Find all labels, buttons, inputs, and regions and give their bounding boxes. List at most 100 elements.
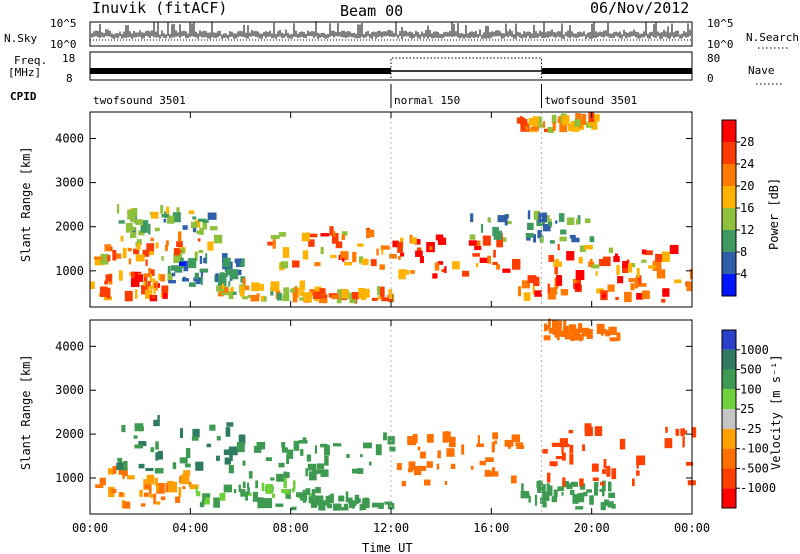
heatmap-cell xyxy=(146,243,155,255)
heatmap-cell xyxy=(562,452,566,461)
heatmap-cell xyxy=(207,212,217,220)
x-tick-label: 12:00 xyxy=(373,521,409,535)
heatmap-cell xyxy=(493,230,503,240)
heatmap-cell xyxy=(338,495,345,502)
heatmap-cell xyxy=(461,270,470,277)
heatmap-cell xyxy=(511,475,517,484)
heatmap-cell xyxy=(477,435,480,445)
heatmap-cell xyxy=(308,496,315,503)
colorbar-swatch xyxy=(722,488,736,508)
heatmap-cell xyxy=(551,114,557,124)
heatmap-cell xyxy=(340,251,349,260)
heatmap-cell xyxy=(381,297,389,302)
time-x-axis: 00:00 04:00 08:00 12:00 16:00 20:00 00:00 xyxy=(72,112,710,535)
heatmap-cell xyxy=(188,210,195,215)
heatmap-cell xyxy=(148,269,155,277)
heatmap-cell xyxy=(136,239,142,245)
heatmap-cell xyxy=(242,278,246,289)
heatmap-cell xyxy=(582,444,585,452)
heatmap-cell xyxy=(392,240,399,248)
nsky-tick-bottom: 10^0 xyxy=(50,38,77,51)
heatmap-cell xyxy=(320,246,324,255)
heatmap-cell xyxy=(563,320,567,331)
heatmap-cell xyxy=(346,454,350,458)
heatmap-cell xyxy=(228,291,234,300)
heatmap-cell xyxy=(491,467,496,473)
heatmap-cell xyxy=(155,452,159,461)
heatmap-cell xyxy=(94,258,104,266)
nsearch-label: N.Search xyxy=(746,31,799,44)
heatmap-cell xyxy=(527,210,531,220)
heatmap-cell xyxy=(340,507,349,511)
heatmap-cell xyxy=(324,455,329,466)
heatmap-cell xyxy=(165,244,168,252)
heatmap-cell xyxy=(228,446,238,456)
heatmap-cell xyxy=(566,483,573,490)
heatmap-cell xyxy=(139,489,143,497)
heatmap-cell xyxy=(305,488,311,496)
heatmap-cell xyxy=(369,461,372,466)
heatmap-cell xyxy=(161,285,169,293)
heatmap-cell xyxy=(366,229,375,238)
heatmap-cell xyxy=(192,216,197,220)
heatmap-cell xyxy=(680,430,688,434)
heatmap-cell xyxy=(543,128,550,133)
y-tick-label: 1000 xyxy=(55,471,84,485)
heatmap-cell xyxy=(516,444,525,450)
heatmap-cell xyxy=(546,485,553,496)
heatmap-cell xyxy=(420,451,426,459)
heatmap-cell xyxy=(616,264,620,276)
heatmap-cell xyxy=(197,238,201,242)
heatmap-cell xyxy=(607,481,612,492)
heatmap-cell xyxy=(570,481,578,487)
heatmap-cell xyxy=(665,426,668,433)
heatmap-cell xyxy=(195,461,204,471)
x-tick-label: 08:00 xyxy=(273,521,309,535)
cpid-segment-label: twofsound 3501 xyxy=(545,94,638,107)
heatmap-cell xyxy=(131,271,135,279)
heatmap-cell xyxy=(557,117,561,123)
heatmap-cell xyxy=(533,210,541,220)
heatmap-cell xyxy=(572,278,577,284)
heatmap-cell xyxy=(324,444,330,456)
heatmap-cell xyxy=(261,482,265,492)
heatmap-cell xyxy=(557,333,560,341)
heatmap-cell xyxy=(566,217,575,226)
heatmap-cell xyxy=(517,286,521,297)
heatmap-cell xyxy=(192,428,200,438)
heatmap-cell xyxy=(641,259,647,263)
heatmap-cell xyxy=(579,245,586,253)
colorbar-tick-label: -500 xyxy=(740,461,769,475)
heatmap-cell xyxy=(248,471,253,479)
heatmap-cell xyxy=(607,501,614,508)
freq-strip-frame xyxy=(89,51,693,81)
heatmap-cell xyxy=(179,457,188,464)
heatmap-cell xyxy=(383,432,387,441)
heatmap-cell xyxy=(293,440,300,451)
heatmap-cell xyxy=(104,244,112,252)
heatmap-cell xyxy=(547,283,550,290)
heatmap-cell xyxy=(229,269,239,280)
power-heatmap xyxy=(90,112,693,307)
heatmap-cell xyxy=(267,241,273,246)
heatmap-cell xyxy=(309,289,315,296)
heatmap-cell xyxy=(148,223,151,235)
heatmap-cell xyxy=(145,468,154,472)
heatmap-cell xyxy=(333,503,341,511)
heatmap-cell xyxy=(281,447,289,453)
heatmap-cell xyxy=(637,283,647,287)
heatmap-cell xyxy=(591,264,600,269)
heatmap-cell xyxy=(407,468,413,473)
power-y-axis: 1000 2000 3000 4000 xyxy=(55,131,692,278)
heatmap-cell xyxy=(555,455,564,460)
heatmap-cell xyxy=(400,252,405,257)
heatmap-cell xyxy=(528,495,531,503)
heatmap-cell xyxy=(123,460,128,471)
heatmap-cell xyxy=(127,209,136,220)
heatmap-cell xyxy=(178,487,182,497)
heatmap-cell xyxy=(141,285,149,295)
heatmap-cell xyxy=(172,462,177,470)
heatmap-cell xyxy=(146,474,155,485)
heatmap-cell xyxy=(560,443,570,447)
heatmap-cell xyxy=(397,241,403,253)
